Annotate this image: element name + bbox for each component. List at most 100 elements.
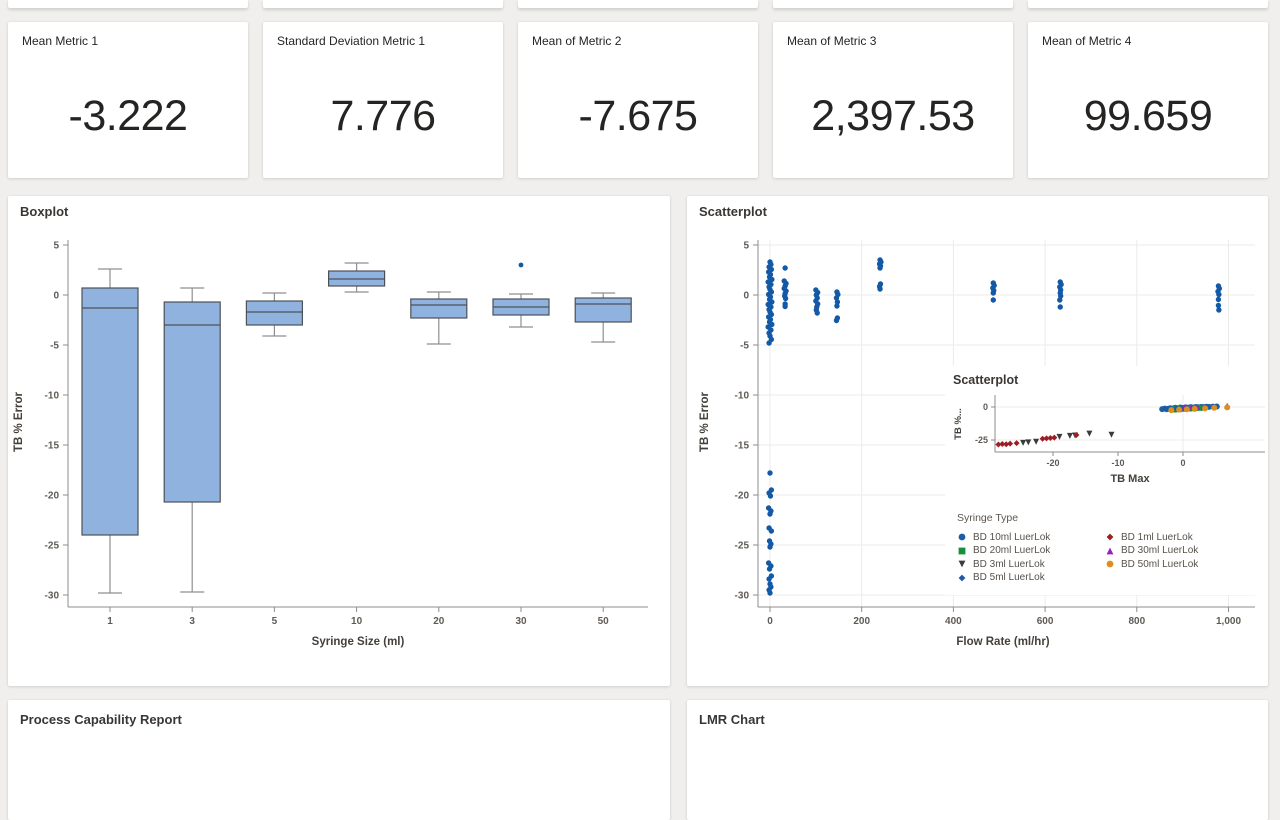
series-point <box>1224 404 1231 411</box>
y-tick-label: -20 <box>735 491 750 502</box>
card-stub[interactable] <box>263 0 503 8</box>
x-tick-label: 5 <box>272 616 278 627</box>
scatter-point <box>1216 307 1222 313</box>
inset-legend: Syringe Type BD 10ml LuerLok BD 20ml Luer… <box>957 512 1198 585</box>
legend-item: BD 50ml LuerLok <box>1105 558 1198 571</box>
scatter-point <box>834 299 841 305</box>
inset-scatterplot-title: Scatterplot <box>953 373 1019 387</box>
series-point <box>1025 439 1032 446</box>
series-point <box>1066 432 1073 439</box>
y-axis-label: TB % Error <box>13 391 25 452</box>
y-tick-label: -30 <box>45 591 60 602</box>
y-tick-label: 0 <box>53 291 59 302</box>
series-point <box>1183 406 1190 413</box>
series-point <box>958 574 966 582</box>
x-axis-label: Syringe Size (ml) <box>312 636 405 648</box>
box <box>163 301 221 503</box>
scatter-point <box>814 310 820 316</box>
card-stub[interactable] <box>1028 0 1268 8</box>
scatter-point <box>782 295 789 302</box>
series-point <box>1073 431 1080 438</box>
y-tick-label: -15 <box>45 441 60 452</box>
scatter-point <box>834 303 840 309</box>
y-tick-label: -5 <box>50 341 59 352</box>
process-capability-card[interactable]: Process Capability Report <box>8 700 670 820</box>
series-point <box>1007 440 1014 447</box>
card-stub[interactable] <box>773 0 1013 8</box>
card-stub[interactable] <box>518 0 758 8</box>
legend-title: Syringe Type <box>957 512 1019 524</box>
series-point <box>1033 438 1040 445</box>
outlier-point <box>518 262 524 268</box>
legend-column: BD 1ml LuerLok BD 30ml LuerLok BD 50ml Lue… <box>1105 531 1198 585</box>
metric-title: Mean of Metric 4 <box>1042 34 1132 48</box>
legend-item: BD 20ml LuerLok <box>957 545 1105 558</box>
series-point <box>1051 434 1058 441</box>
series-point <box>1108 431 1115 438</box>
series-point <box>1196 404 1203 411</box>
legend-column: BD 10ml LuerLok BD 20ml LuerLok BD 3ml Lue… <box>957 531 1105 585</box>
box <box>81 287 139 536</box>
square-marker-icon <box>958 547 966 555</box>
y-axis-label: TB %... <box>953 408 964 440</box>
y-tick-label: -30 <box>735 591 750 602</box>
x-tick-label: 3 <box>189 616 195 627</box>
metric-card-mean-metric-3[interactable]: Mean of Metric 3 2,397.53 <box>773 22 1013 178</box>
metric-card-mean-metric-1[interactable]: Mean Metric 1 -3.222 <box>8 22 248 178</box>
y-tick-label: -20 <box>45 491 60 502</box>
triangle-down-marker-icon <box>958 560 966 568</box>
legend-item: BD 3ml LuerLok <box>957 558 1105 571</box>
legend-item: BD 1ml LuerLok <box>1105 531 1198 544</box>
metric-card-mean-metric-4[interactable]: Mean of Metric 4 99.659 <box>1028 22 1268 178</box>
x-axis-label: TB Max <box>1110 473 1150 485</box>
lmr-chart-card[interactable]: LMR Chart <box>687 700 1268 820</box>
series-point <box>1056 433 1063 440</box>
scatter-point <box>766 576 772 582</box>
scatter-point <box>877 265 883 271</box>
series-point <box>1163 406 1170 413</box>
legend-item: BD 5ml LuerLok <box>957 572 1105 585</box>
scatter-point <box>990 290 996 296</box>
metric-value: 99.659 <box>1083 92 1213 140</box>
y-axis-label: TB % Error <box>699 391 711 452</box>
series-point <box>995 441 1002 448</box>
scatter-point <box>990 297 996 303</box>
metric-title: Standard Deviation Metric 1 <box>277 34 426 48</box>
y-tick-label: 5 <box>743 241 749 252</box>
scatter-point <box>833 317 840 324</box>
boxplot-card[interactable]: Boxplot 5 0 -5 -10 -15 -20 -25 -30 1 3 5 10 20 30 50 Sy… <box>8 196 670 686</box>
card-stub[interactable] <box>8 0 248 8</box>
series-point <box>1043 435 1050 442</box>
metric-card-stdev-metric-1[interactable]: Standard Deviation Metric 1 7.776 <box>263 22 503 178</box>
x-tick-label: 400 <box>945 616 962 627</box>
y-tick-label: -25 <box>45 541 60 552</box>
x-tick-label: 30 <box>515 616 527 627</box>
y-tick-label: 0 <box>743 291 749 302</box>
metric-card-mean-metric-2[interactable]: Mean of Metric 2 -7.675 <box>518 22 758 178</box>
series-point <box>1106 533 1114 541</box>
scatter-point <box>767 590 773 596</box>
x-tick-label: 50 <box>598 616 610 627</box>
scatterplot-card[interactable]: Scatterplot 5 0 -5 -10 -15 -20 -25 -30 0 200 400 60… <box>687 196 1268 686</box>
metric-title: Mean Metric 1 <box>22 34 99 48</box>
y-tick-label: -10 <box>45 391 60 402</box>
scatter-point <box>767 511 773 517</box>
series-point <box>1013 440 1020 447</box>
series-point <box>1202 405 1209 412</box>
x-tick-label: 0 <box>767 616 773 627</box>
legend-label: BD 30ml LuerLok <box>1121 545 1199 557</box>
legend-label: BD 5ml LuerLok <box>973 572 1045 584</box>
scatterplot-svg[interactable]: 5 0 -5 -10 -15 -20 -25 -30 0 200 400 600 800 1,000 Flo… <box>687 196 1268 686</box>
scatter-point <box>767 544 773 550</box>
metric-value: 7.776 <box>330 92 436 140</box>
dashboard-canvas: { "colors": { "page_bg": "#f0efed", "car… <box>8 0 1268 820</box>
x-axis-label: Flow Rate (ml/hr) <box>956 636 1049 648</box>
scatter-point <box>782 303 788 310</box>
box <box>410 298 468 319</box>
scatter-point <box>768 528 775 534</box>
scatter-point <box>1057 304 1063 310</box>
scatter-point <box>766 566 773 572</box>
scatter-point <box>782 265 788 271</box>
y-tick-label: 0 <box>983 402 988 412</box>
